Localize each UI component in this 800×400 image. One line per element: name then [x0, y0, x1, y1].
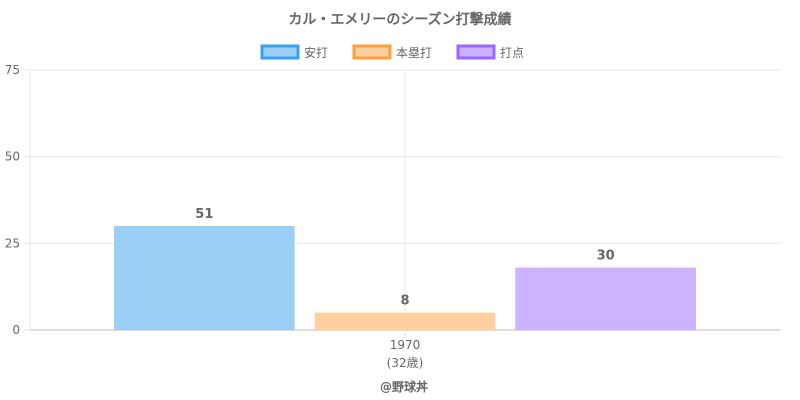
legend-label: 本塁打 — [396, 46, 432, 60]
legend-swatch — [456, 44, 496, 60]
legend-swatch — [260, 44, 300, 60]
y-axis: 0 25 50 75 — [5, 63, 30, 337]
legend-label: 打点 — [500, 46, 524, 60]
x-tick-label: 1970 — [390, 338, 421, 352]
chart-title: カル・エメリーのシーズン打撃成績 — [288, 11, 511, 28]
y-tick-label: 50 — [5, 150, 20, 164]
x-axis: 1970 (32歳) — [387, 338, 424, 370]
legend-item-1[interactable]: 本塁打 — [352, 44, 432, 60]
bars: 51 8 30 — [114, 207, 696, 330]
y-tick-label: 0 — [12, 323, 20, 337]
y-tick-label: 75 — [5, 63, 20, 77]
y-tick-label: 25 — [5, 236, 20, 250]
x-tick-sublabel: (32歳) — [387, 356, 424, 370]
credit-text: @野球丼 — [380, 379, 428, 394]
data-label: 51 — [195, 207, 213, 222]
bar-1-0[interactable] — [314, 312, 496, 330]
data-label: 30 — [597, 249, 615, 264]
bar-2-0[interactable] — [515, 267, 696, 330]
legend-swatch — [352, 44, 392, 60]
legend-item-0[interactable]: 安打 — [260, 44, 328, 60]
data-label: 8 — [400, 294, 409, 309]
bar-0-0[interactable] — [114, 226, 295, 330]
legend: 安打 本塁打 打点 — [260, 44, 524, 60]
legend-label: 安打 — [304, 45, 328, 60]
legend-item-2[interactable]: 打点 — [456, 44, 524, 60]
